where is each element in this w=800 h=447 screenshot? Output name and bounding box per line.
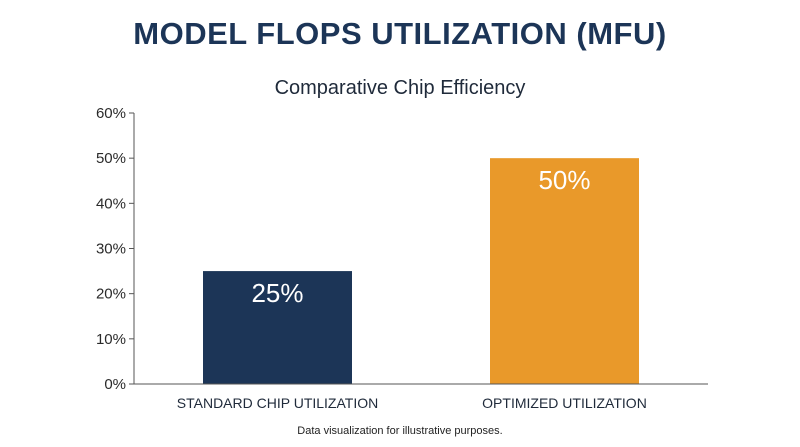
bar bbox=[490, 158, 639, 384]
chart-title: Comparative Chip Efficiency bbox=[274, 77, 526, 99]
y-axis-ticks: 0% 10% 20% 30% 40% 50% 60% bbox=[96, 105, 134, 393]
y-tick-label: 60% bbox=[96, 105, 126, 122]
y-tick-label: 50% bbox=[96, 150, 126, 167]
y-tick-label: 20% bbox=[96, 286, 126, 303]
bar-value-label: 50% bbox=[538, 165, 590, 195]
bar-value-label: 25% bbox=[251, 278, 303, 308]
bars: 25% 50% bbox=[203, 158, 639, 384]
y-tick-label: 30% bbox=[96, 241, 126, 258]
x-category-label: OPTIMIZED UTILIZATION bbox=[482, 395, 647, 411]
bar bbox=[203, 271, 352, 384]
x-axis-labels: STANDARD CHIP UTILIZATION OPTIMIZED UTILI… bbox=[177, 395, 647, 411]
page-title: MODEL FLOPS UTILIZATION (MFU) bbox=[133, 16, 667, 51]
x-category-label: STANDARD CHIP UTILIZATION bbox=[177, 395, 378, 411]
y-tick-label: 0% bbox=[104, 376, 126, 393]
footnote: Data visualization for illustrative purp… bbox=[297, 425, 503, 437]
y-tick-label: 10% bbox=[96, 331, 126, 348]
y-tick-label: 40% bbox=[96, 195, 126, 212]
